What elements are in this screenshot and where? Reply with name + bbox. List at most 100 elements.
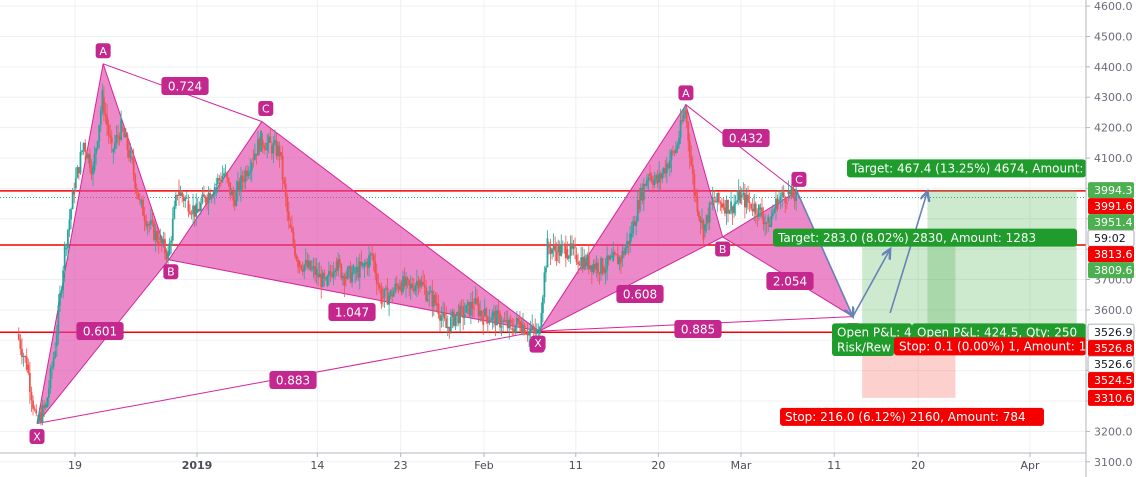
pattern-point-C[interactable]: C — [258, 101, 274, 117]
price-tag-box[interactable] — [1088, 182, 1134, 199]
pattern-ratio[interactable]: 0.724 — [161, 77, 209, 95]
price-tag[interactable]: 3951.4 — [1088, 214, 1134, 231]
candle-body — [87, 154, 90, 159]
candle-body — [762, 216, 765, 225]
pattern-ratio-box[interactable] — [722, 129, 770, 147]
pattern-triangle-xab[interactable] — [537, 103, 724, 333]
pattern-point-C-box[interactable] — [258, 101, 274, 117]
candle-body — [193, 205, 196, 217]
position-labels[interactable]: Target: 467.4 (13.25%) 4674, Amount: 1 Ta… — [773, 159, 1095, 426]
pattern-point-A-box[interactable] — [95, 43, 111, 59]
time-tick-label: 14 — [310, 459, 324, 472]
pattern-ratio-box[interactable] — [269, 371, 317, 389]
pattern-ratio-box[interactable] — [328, 303, 376, 321]
price-tag-box[interactable] — [1088, 389, 1134, 406]
candle-body — [571, 243, 573, 249]
pattern-point-X[interactable]: X — [530, 335, 546, 351]
price-tag[interactable]: 59:02 — [1087, 229, 1135, 247]
price-tag-box[interactable] — [1088, 340, 1134, 357]
pattern-ratio[interactable]: 2.054 — [766, 272, 814, 290]
pattern-ratio[interactable]: 0.601 — [76, 322, 124, 340]
pattern-point-B[interactable]: B — [715, 241, 731, 257]
pattern-point-C-box[interactable] — [791, 171, 807, 187]
forecast-arrow[interactable] — [889, 191, 927, 314]
pattern-ratio[interactable]: 0.885 — [674, 320, 722, 338]
candle-body — [776, 198, 779, 210]
pattern-ratio-box[interactable] — [674, 320, 722, 338]
candle-body — [765, 222, 768, 224]
forecast-arrow[interactable] — [852, 249, 890, 317]
position1-stop-label[interactable]: Stop: 216.0 (6.12%) 2160, Amount: 784 — [780, 407, 1044, 426]
candle-body — [253, 153, 256, 160]
price-tag[interactable]: 3994.3 — [1088, 182, 1134, 199]
price-tag-box[interactable] — [1088, 198, 1134, 215]
time-axis[interactable]: 19 2019 14 23 Feb 11 20 Mar 11 20 Apr — [0, 452, 1086, 472]
candle-body — [436, 303, 438, 306]
candle-body — [35, 409, 38, 414]
pattern-ratio[interactable]: 0.883 — [269, 371, 317, 389]
position1-target-label-box[interactable] — [773, 228, 1077, 247]
position1-stop-label-box[interactable] — [780, 407, 1044, 426]
pattern-point-X-box[interactable] — [29, 429, 45, 445]
candle-body — [66, 229, 69, 248]
candle-body — [170, 240, 173, 243]
price-tag[interactable]: 3813.6 — [1088, 246, 1134, 263]
pattern-ratio[interactable]: 0.432 — [722, 129, 770, 147]
position1-open-pl-label-box[interactable] — [832, 323, 912, 342]
position2-target-label[interactable]: Target: 467.4 (13.25%) 4674, Amount: 1 — [847, 159, 1095, 178]
position2-open-pl-label-box[interactable] — [912, 323, 1086, 342]
pattern-triangle-xab[interactable] — [36, 63, 170, 424]
pattern-point-B[interactable]: B — [163, 264, 179, 280]
candle-body — [283, 179, 286, 184]
pattern-point-X-box[interactable] — [530, 335, 546, 351]
position2-stop-label-box[interactable] — [894, 337, 1086, 356]
candle-body — [134, 174, 137, 189]
pattern-ratio-box[interactable] — [616, 285, 664, 303]
candle-body — [519, 321, 521, 328]
price-tag[interactable]: 3526.9 — [1087, 323, 1135, 341]
candle-body — [24, 356, 27, 358]
pattern-ratio-box[interactable] — [766, 272, 814, 290]
pattern-ratio-box[interactable] — [161, 77, 209, 95]
pattern-ratio[interactable]: 0.608 — [616, 285, 664, 303]
price-tag[interactable]: 3524.5 — [1088, 372, 1134, 389]
pattern-point-B-box[interactable] — [163, 264, 179, 280]
position1-open-pl-label[interactable]: Open P&L: 4 — [832, 323, 912, 342]
pattern-ratio[interactable]: 1.047 — [328, 303, 376, 321]
pattern-labels[interactable]: XABCD0.7240.6011.0470.883XABCD0.4320.608… — [29, 43, 861, 445]
pattern-line-ac[interactable] — [685, 104, 798, 192]
price-tag-box[interactable] — [1088, 214, 1134, 231]
position1-risk-reward-label-box[interactable] — [832, 337, 894, 356]
price-tag-box[interactable] — [1088, 372, 1134, 389]
pattern-point-X[interactable]: X — [29, 429, 45, 445]
forecast-arrows[interactable] — [796, 191, 928, 317]
pattern-point-A[interactable]: A — [95, 43, 111, 59]
pattern-point-A[interactable]: A — [678, 85, 694, 101]
price-axis[interactable]: 3100.03200.03300.03400.03500.03600.03700… — [1085, 0, 1136, 477]
price-tag[interactable]: 3526.8 — [1088, 340, 1134, 357]
pattern-point-A-box[interactable] — [678, 85, 694, 101]
price-tag[interactable]: 3526.6 — [1087, 355, 1135, 373]
position2-target-label-box[interactable] — [847, 159, 1086, 178]
price-tag[interactable]: 3991.6 — [1088, 198, 1134, 215]
price-tag-box[interactable] — [1088, 246, 1134, 263]
candle-body — [499, 313, 501, 328]
price-tag[interactable]: 3310.6 — [1088, 389, 1134, 406]
harmonic-patterns[interactable] — [36, 63, 854, 425]
position1-risk-reward-label[interactable]: Risk/Rew — [832, 337, 894, 356]
price-tag-box[interactable] — [1088, 262, 1134, 279]
candle-body — [795, 189, 798, 202]
pattern-point-C[interactable]: C — [791, 171, 807, 187]
position2-open-pl-label[interactable]: Open P&L: 424.5, Qty: 250 — [912, 323, 1086, 342]
candle-body — [252, 157, 255, 160]
target-zone[interactable] — [862, 246, 956, 333]
position2-stop-label[interactable]: Stop: 0.1 (0.00%) 1, Amount: 1 — [894, 337, 1086, 356]
target-zone[interactable] — [927, 190, 1077, 333]
position1-target-label[interactable]: Target: 283.0 (8.02%) 2830, Amount: 1283 — [773, 228, 1077, 247]
pattern-ratio-box[interactable] — [76, 322, 124, 340]
price-tag[interactable]: 3809.6 — [1088, 262, 1134, 279]
forecast-arrow[interactable] — [796, 191, 853, 316]
pattern-point-B-box[interactable] — [715, 241, 731, 257]
candle-body — [434, 294, 437, 304]
